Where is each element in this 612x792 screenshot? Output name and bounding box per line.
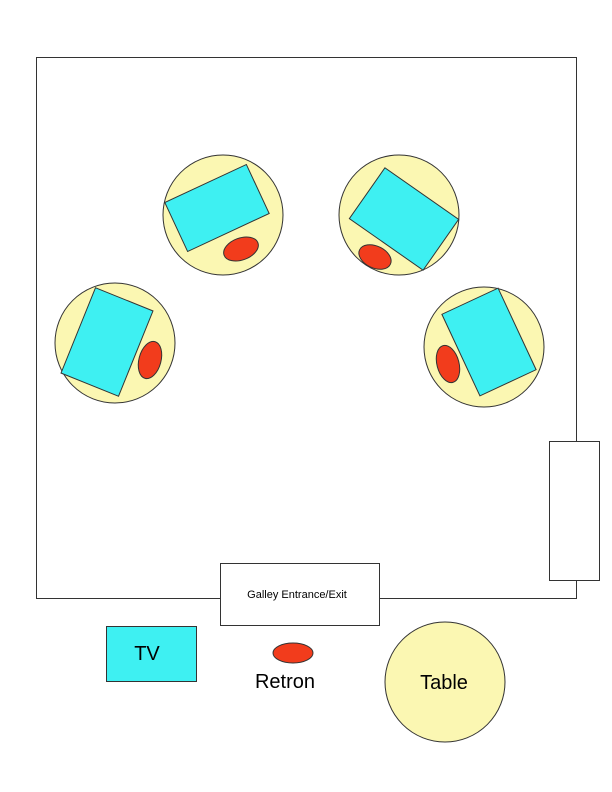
tv-rect <box>348 167 460 271</box>
retron-ellipse <box>137 340 163 380</box>
retron-ellipse <box>435 344 461 384</box>
retron-ellipse <box>223 236 259 262</box>
station-top-right <box>338 154 460 276</box>
galley-entrance-label: Galley Entrance/Exit <box>247 589 347 601</box>
legend-tv-label: TV <box>134 643 160 665</box>
tv-rect <box>441 287 537 397</box>
legend-retron-swatch <box>272 642 314 664</box>
legend-retron-label: Retron <box>255 671 315 693</box>
tv-rect <box>164 163 270 253</box>
galley-entrance-box <box>220 563 380 626</box>
station-mid-left <box>54 282 176 404</box>
legend-tv-swatch <box>106 626 197 682</box>
side-door <box>549 441 600 581</box>
legend-table-label: Table <box>420 672 468 694</box>
retron-ellipse <box>358 244 392 270</box>
station-top-left <box>162 154 284 276</box>
tv-rect <box>60 287 154 397</box>
legend-table-swatch <box>384 621 506 743</box>
station-mid-right <box>423 286 545 408</box>
